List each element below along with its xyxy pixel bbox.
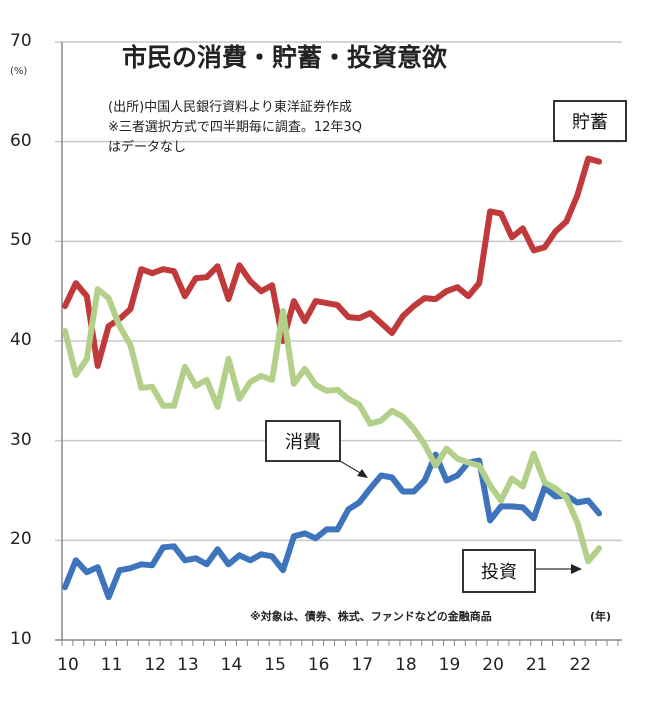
x-tick-label: 21 — [525, 655, 548, 675]
callout-arrows — [339, 460, 582, 574]
y-axis-unit-label: (%) — [10, 66, 28, 77]
footnote: ※対象は、債券、株式、ファンドなどの金融商品 — [250, 610, 492, 623]
gridlines — [55, 41, 622, 542]
source-note: (出所)中国人民銀行資料より東洋証券作成 — [108, 100, 352, 115]
savings-label: 貯蓄 — [572, 112, 608, 133]
x-tick-label: 13 — [177, 655, 199, 675]
investment-label: 投資 — [481, 562, 517, 583]
y-tick-label: 50 — [10, 230, 32, 251]
investment-label-box: 投資 — [462, 549, 536, 593]
x-tick-label: 20 — [482, 655, 504, 675]
series-line-消費 — [62, 451, 603, 601]
x-tick-label: 14 — [220, 655, 243, 675]
x-axis-tick-marks — [61, 640, 619, 646]
y-tick-label: 60 — [10, 130, 32, 151]
x-tick-label: 16 — [307, 655, 330, 675]
savings-label-box: 貯蓄 — [553, 100, 627, 142]
y-tick-label: 20 — [10, 529, 32, 550]
x-tick-label: 18 — [395, 655, 417, 675]
series-line-投資 — [62, 286, 603, 565]
x-tick-label: 15 — [264, 655, 286, 675]
y-tick-label: 30 — [10, 429, 32, 450]
y-tick-label: 40 — [10, 330, 32, 350]
consumption-label: 消費 — [285, 432, 321, 453]
x-tick-label: 22 — [569, 655, 592, 675]
consumption-arrowhead — [357, 469, 368, 478]
x-tick-label: 11 — [100, 655, 123, 675]
survey-note: ※三者選択方式で四半期毎に調査。12年3Q — [108, 120, 362, 135]
y-tick-label: 10 — [10, 629, 32, 649]
x-tick-label: 12 — [144, 655, 166, 675]
x-tick-label: 10 — [57, 655, 79, 675]
x-axis-unit-label: (年) — [590, 610, 612, 623]
consumption-label-box: 消費 — [265, 420, 341, 462]
survey-note-continued: はデータなし — [108, 140, 187, 155]
chart-title: 市民の消費・貯蓄・投資意欲 — [122, 43, 448, 72]
consumption-arrow — [339, 460, 363, 475]
y-tick-label: 70 — [10, 31, 32, 51]
x-tick-label: 17 — [351, 655, 374, 675]
investment-arrowhead — [571, 564, 582, 574]
series-line-貯蓄 — [62, 155, 603, 369]
x-tick-label: 19 — [438, 655, 461, 675]
series-group — [62, 155, 603, 601]
